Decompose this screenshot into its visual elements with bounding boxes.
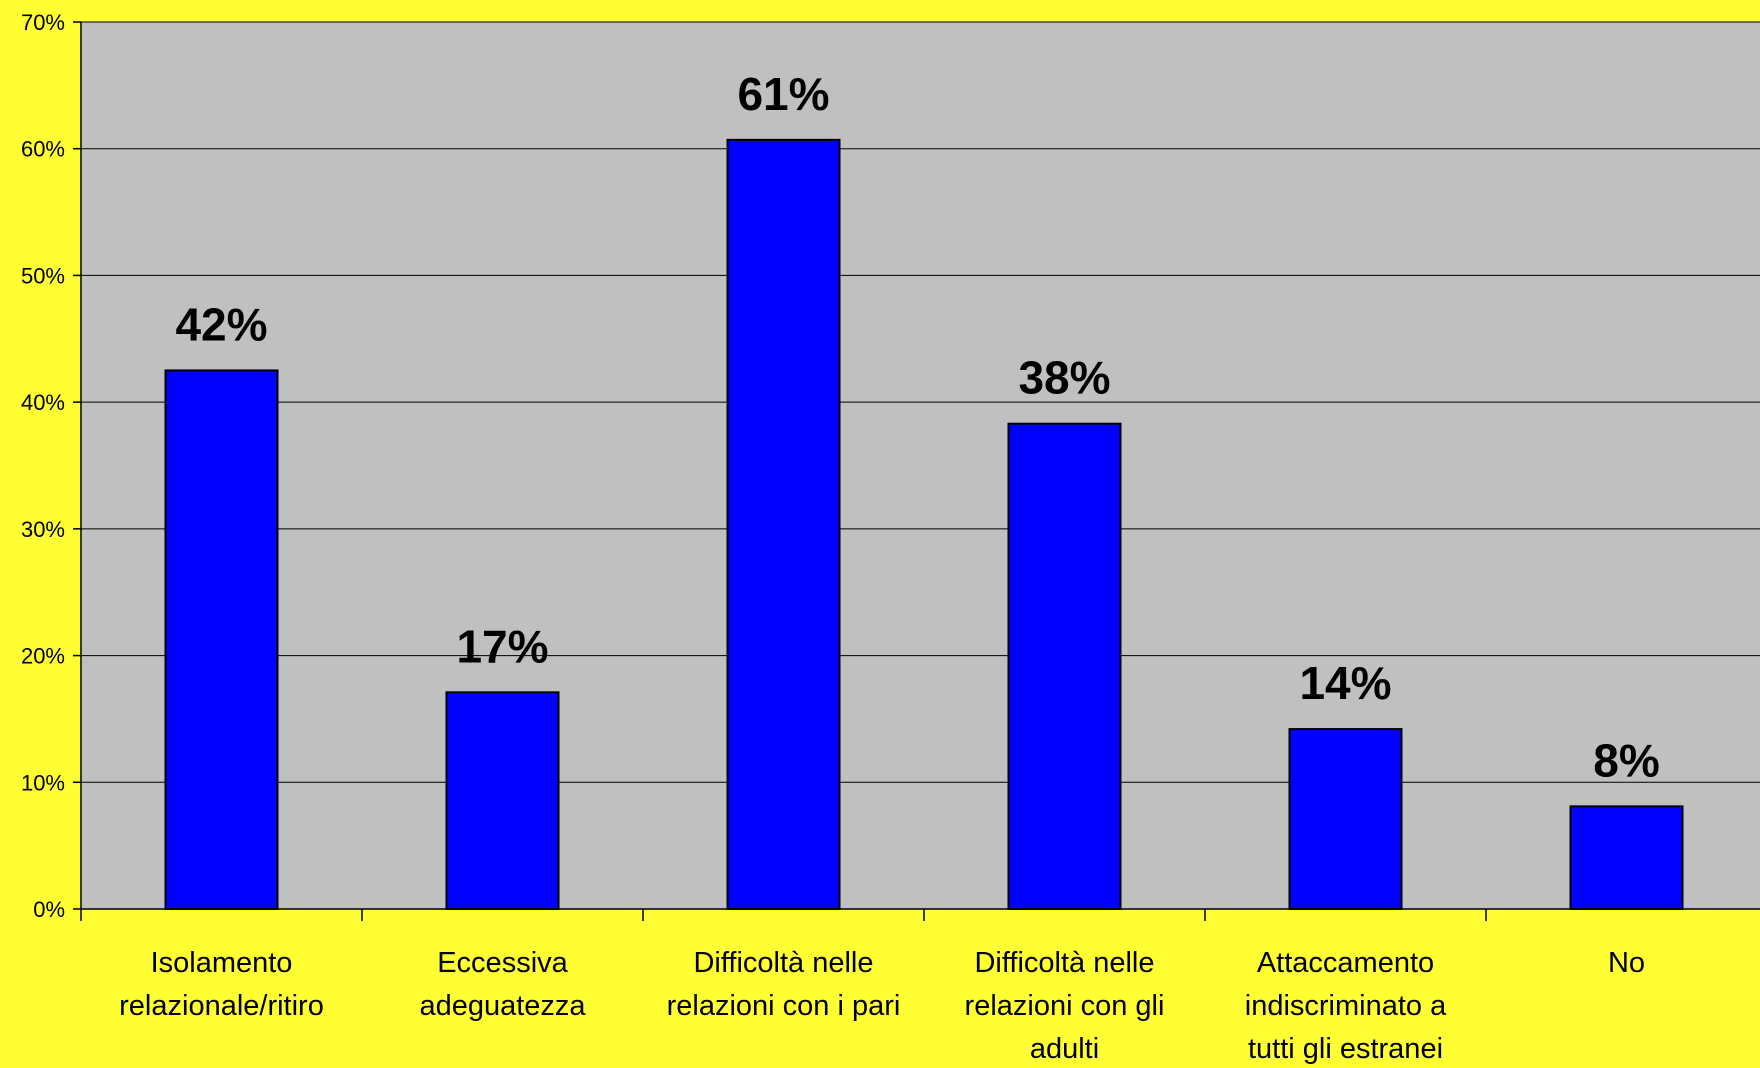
- category-label-line: relazioni con i pari: [667, 990, 901, 1022]
- bars: [164, 138, 1684, 911]
- category-label-line: Difficoltà nelle: [693, 947, 873, 979]
- category-label-line: No: [1608, 947, 1645, 979]
- y-tick-label-2: 20%: [21, 644, 65, 669]
- y-tick-label-6: 60%: [21, 137, 65, 162]
- bar-3: [1007, 422, 1122, 910]
- category-label-line: adeguatezza: [419, 990, 586, 1022]
- data-label-2: 61%: [737, 68, 829, 120]
- y-tick-label-4: 40%: [21, 390, 65, 415]
- gridlines: [81, 21, 1760, 783]
- plot-area: [81, 22, 1760, 909]
- axes: [73, 21, 1760, 921]
- bar-2: [726, 138, 841, 910]
- category-label-line: tutti gli estranei: [1248, 1033, 1443, 1065]
- category-label-line: Eccessiva: [437, 947, 568, 979]
- category-label-line: Attaccamento: [1257, 947, 1434, 979]
- data-label-5: 8%: [1593, 734, 1659, 786]
- category-label-line: Isolamento: [151, 947, 293, 979]
- category-label-0: Isolamento relazionale/ritiro: [119, 947, 324, 1022]
- category-label-1: Eccessiva adeguatezza: [419, 947, 586, 1022]
- y-tick-label-5: 50%: [21, 263, 65, 288]
- data-label-3: 38%: [1018, 352, 1110, 404]
- data-label-0: 42%: [175, 298, 267, 350]
- data-label-1: 17%: [456, 620, 548, 672]
- data-labels: 42% 17% 61% 38% 14% 8%: [175, 68, 1659, 787]
- category-label-5: No: [1608, 947, 1645, 979]
- category-label-line: indiscriminato a: [1245, 990, 1447, 1022]
- bar-4: [1288, 728, 1403, 911]
- category-label-line: adulti: [1030, 1033, 1099, 1065]
- y-axis-tick-labels: 0% 10% 20% 30% 40% 50% 60% 70%: [21, 10, 65, 922]
- category-label-4: Attaccamento indiscriminato a tutti gli es…: [1245, 947, 1447, 1065]
- y-tick-label-0: 0%: [33, 897, 65, 922]
- category-label-3: Difficoltà nelle relazioni con gli adulti: [965, 947, 1165, 1065]
- bar-5: [1569, 805, 1684, 911]
- category-label-line: relazioni con gli: [965, 990, 1165, 1022]
- data-label-4: 14%: [1299, 657, 1391, 709]
- bar-0: [164, 369, 279, 910]
- category-label-2: Difficoltà nelle relazioni con i pari: [667, 947, 901, 1022]
- category-label-line: Difficoltà nelle: [974, 947, 1154, 979]
- y-tick-label-3: 30%: [21, 517, 65, 542]
- y-tick-label-1: 10%: [21, 770, 65, 795]
- category-label-line: relazionale/ritiro: [119, 990, 324, 1022]
- x-axis-category-labels: Isolamento relazionale/ritiro Eccessiva ade…: [119, 947, 1645, 1065]
- bar-1: [445, 691, 560, 910]
- y-tick-label-7: 70%: [21, 10, 65, 35]
